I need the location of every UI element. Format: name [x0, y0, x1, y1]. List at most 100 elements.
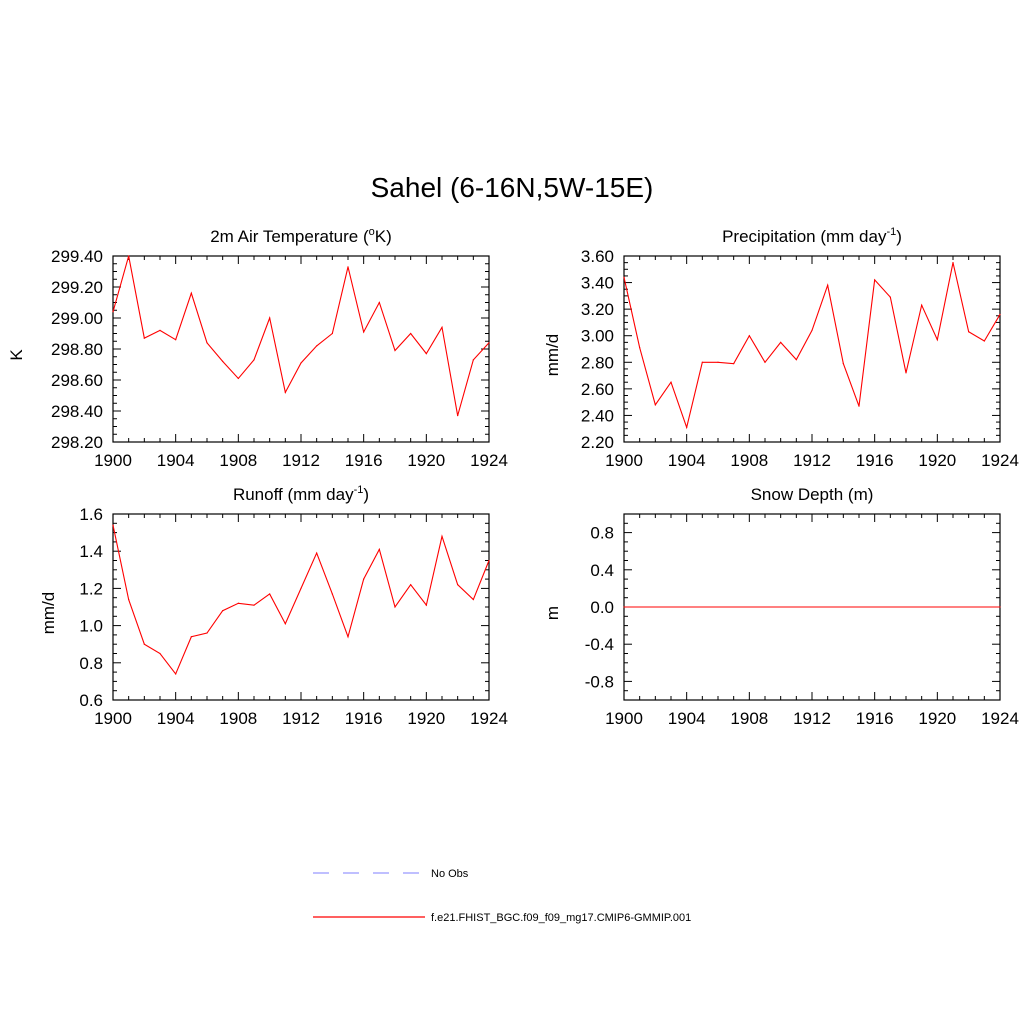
series-line [112, 255, 490, 416]
data-point [488, 559, 490, 562]
y-tick-label: 299.40 [51, 247, 103, 266]
y-axis-label: mm/d [39, 592, 58, 635]
x-tick-label: 1900 [605, 709, 643, 728]
data-point [394, 349, 396, 352]
y-tick-label: 1.4 [79, 542, 103, 561]
x-tick-label: 1916 [345, 709, 383, 728]
data-point [394, 606, 396, 608]
panel-title: 2m Air Temperature (oK) [210, 226, 392, 246]
data-point [936, 339, 938, 341]
x-tick-label: 1900 [605, 451, 643, 470]
data-point [983, 340, 985, 342]
x-tick-label: 1908 [219, 451, 257, 470]
data-point [112, 524, 114, 526]
y-tick-label: 299.00 [51, 309, 103, 328]
data-point [441, 326, 443, 328]
data-point [472, 598, 474, 601]
data-point [143, 643, 145, 645]
data-point [874, 279, 876, 281]
y-tick-label: 2.60 [581, 380, 614, 399]
data-point [795, 359, 797, 361]
data-point [811, 329, 813, 331]
x-tick-label: 1904 [157, 451, 195, 470]
x-tick-label: 1924 [470, 709, 508, 728]
series-line [112, 525, 490, 676]
x-tick-label: 1904 [668, 709, 706, 728]
x-tick-label: 1920 [918, 451, 956, 470]
data-point [284, 391, 286, 393]
y-axis-label: mm/d [543, 334, 562, 377]
data-point [748, 335, 750, 337]
data-point [686, 426, 688, 428]
data-point [952, 262, 954, 264]
data-point [347, 636, 349, 638]
y-tick-label: 0.4 [590, 561, 614, 580]
data-point [253, 359, 255, 361]
data-point [999, 313, 1001, 316]
y-tick-label: 3.40 [581, 274, 614, 293]
x-tick-label: 1912 [793, 709, 831, 728]
data-point [425, 604, 427, 606]
y-tick-label: 0.8 [79, 654, 103, 673]
data-point [363, 578, 365, 580]
data-point [128, 598, 130, 601]
y-tick-label: 2.40 [581, 406, 614, 425]
y-tick-label: 298.60 [51, 371, 103, 390]
data-point [670, 381, 672, 383]
x-tick-label: 1912 [282, 451, 320, 470]
data-point [284, 623, 286, 625]
figure-title: Sahel (6-16N,5W-15E) [370, 172, 654, 203]
data-point [190, 636, 192, 638]
data-point [159, 652, 161, 655]
x-tick-label: 1916 [856, 709, 894, 728]
data-point [764, 361, 766, 363]
data-point [347, 266, 349, 268]
data-point [472, 359, 474, 361]
data-point [441, 535, 443, 537]
data-point [905, 372, 907, 374]
data-point [378, 548, 380, 550]
y-tick-label: 3.60 [581, 247, 614, 266]
y-tick-label: 298.40 [51, 402, 103, 421]
y-tick-label: 3.00 [581, 327, 614, 346]
x-tick-label: 1900 [94, 709, 132, 728]
legend-label-1: No Obs [431, 868, 469, 880]
data-point [780, 341, 782, 343]
data-point [378, 301, 380, 304]
chart-panel-4: Snow Depth (m) 0.8 0.4 0.0 -0.4 -0.8 1900 1904 1… [543, 485, 1019, 728]
data-point [363, 331, 365, 333]
data-point [175, 673, 177, 675]
y-tick-label: 298.20 [51, 433, 103, 452]
data-point [143, 337, 145, 339]
data-point [842, 363, 844, 365]
y-tick-label: -0.4 [585, 635, 614, 654]
data-point [269, 317, 271, 319]
data-point [331, 593, 333, 595]
y-tick-label: 1.0 [79, 617, 103, 636]
data-point [654, 404, 656, 406]
y-tick-label: 298.80 [51, 340, 103, 359]
x-tick-label: 1924 [981, 451, 1019, 470]
plot-frame [112, 255, 490, 443]
x-tick-label: 1920 [407, 709, 445, 728]
legend-label-2: f.e21.FHIST_BGC.f09_f09_mg17.CMIP6-GMMIP… [431, 912, 691, 924]
y-axis-label: m [543, 606, 562, 620]
data-point [457, 415, 459, 417]
panel-title: Runoff (mm day-1) [233, 484, 369, 504]
data-point [237, 377, 239, 380]
plot-frame [112, 513, 490, 701]
data-point [717, 361, 719, 363]
y-tick-label: 0.6 [79, 691, 103, 710]
data-point [410, 584, 412, 586]
data-point [889, 296, 891, 298]
y-tick-label: 0.0 [590, 598, 614, 617]
x-tick-label: 1912 [793, 451, 831, 470]
y-tick-label: 299.20 [51, 278, 103, 297]
data-point [425, 353, 427, 355]
data-point [253, 604, 255, 606]
x-tick-label: 1900 [94, 451, 132, 470]
y-tick-label: 3.20 [581, 300, 614, 319]
x-tick-label: 1912 [282, 709, 320, 728]
